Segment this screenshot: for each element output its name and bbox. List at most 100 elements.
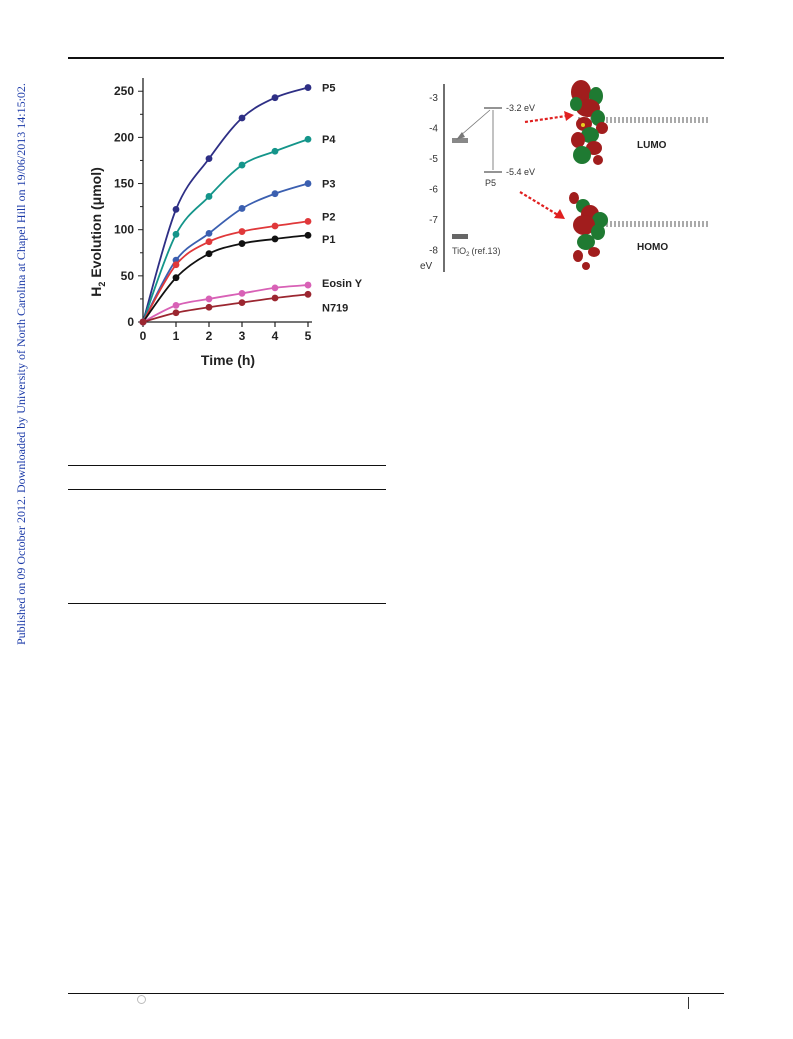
homo-arrow: [519, 191, 559, 216]
data-point: [139, 318, 147, 326]
series-label: P5: [322, 83, 335, 95]
data-point: [238, 240, 246, 247]
energy-tick-label: -5: [429, 154, 438, 165]
data-point: [172, 261, 180, 269]
tio2-label: TiO2 (ref.13): [452, 246, 501, 258]
series-line: [142, 284, 309, 323]
data-point: [238, 289, 246, 297]
table-mid-rule: [68, 489, 386, 490]
energy-tick-label: -7: [429, 215, 438, 226]
data-point: [271, 284, 279, 292]
x-tick-label: 5: [305, 329, 312, 343]
data-point: [271, 147, 279, 155]
data-point: [205, 250, 213, 258]
lumo-label: LUMO: [637, 140, 667, 151]
data-point: [271, 294, 279, 302]
data-point: [238, 205, 246, 212]
energy-unit-label: eV: [420, 261, 433, 272]
data-point: [205, 229, 213, 237]
chart-series-labels: P5 P4 P3 P2 P1 Eosin Y N719: [322, 83, 363, 315]
y-tick-label: 0: [127, 315, 134, 329]
data-point: [238, 299, 246, 307]
y-tick-label: 250: [114, 84, 134, 98]
publication-sidebar-text: Published on 09 October 2012. Downloaded…: [14, 83, 28, 645]
series-label: P1: [322, 234, 335, 246]
lumo-orbital-image: [570, 80, 708, 165]
data-point: [172, 205, 180, 213]
series-label: P2: [322, 211, 335, 223]
footer-rule: [68, 993, 724, 994]
series-label: Eosin Y: [322, 278, 363, 290]
data-point: [205, 155, 213, 163]
lumo-arrowhead: [564, 111, 574, 121]
injection-arrowhead: [456, 132, 465, 140]
homo-label: HOMO: [637, 242, 668, 253]
chart-series-group: [139, 84, 312, 326]
x-tick-label: 2: [206, 329, 213, 343]
data-point: [205, 303, 213, 311]
data-point: [172, 230, 180, 238]
homo-energy-label: -5.4 eV: [506, 167, 535, 177]
copyright-icon: [137, 995, 146, 1004]
svg-text:H2Evolution (μmol): H2 Evolution (μmol): [88, 167, 107, 297]
data-point: [205, 295, 213, 303]
energy-axis: -3 -4 -5 -6 -7 -8: [429, 84, 445, 272]
injection-arrow: [459, 109, 491, 137]
homo-arrowhead: [554, 209, 565, 219]
data-point: [304, 281, 312, 289]
lumo-energy-label: -3.2 eV: [506, 103, 535, 113]
y-axis-label: H2 Evolution (μmol): [88, 167, 107, 297]
homo-orbital-image: [569, 192, 708, 270]
x-tick-label: 1: [173, 329, 180, 343]
x-tick-label: 3: [239, 329, 246, 343]
data-point: [172, 274, 180, 282]
data-point: [238, 114, 246, 122]
series-label: P3: [322, 179, 335, 191]
y-tick-label: 200: [114, 130, 134, 144]
energy-level-diagram: -3 -4 -5 -6 -7 -8 eV TiO2 (ref.13) -3.2 eV -5.…: [420, 80, 708, 272]
lumo-arrow: [524, 114, 567, 124]
tio2-label-sub: 2: [466, 252, 470, 258]
series-label: N719: [322, 302, 348, 314]
energy-tick-label: -8: [429, 246, 438, 257]
tio2-level: [452, 234, 468, 239]
table-top-rule: [68, 465, 386, 466]
data-point: [205, 238, 213, 246]
energy-tick-label: -6: [429, 185, 438, 196]
dye-label: P5: [485, 178, 496, 188]
tio2-label-ref: (ref.13): [472, 246, 501, 256]
y-axis-label-sub: 2: [97, 282, 107, 287]
y-tick-label: 100: [114, 223, 134, 237]
tio2-label-main: TiO: [452, 246, 466, 256]
data-point: [271, 190, 279, 198]
energy-tick-label: -4: [429, 124, 438, 135]
data-point: [271, 94, 279, 102]
table-bottom-rule: [68, 603, 386, 604]
footer-separator: [688, 997, 689, 1009]
x-tick-label: 4: [272, 329, 279, 343]
data-point: [304, 290, 312, 298]
y-tick-label: 50: [121, 269, 135, 283]
data-point: [205, 193, 213, 200]
data-point: [304, 84, 312, 91]
data-point: [172, 301, 180, 309]
data-point: [304, 180, 312, 187]
data-point: [304, 135, 312, 143]
data-point: [271, 235, 279, 243]
y-tick-label: 150: [114, 177, 134, 191]
x-axis-label: Time (h): [201, 352, 255, 368]
data-point: [238, 228, 246, 235]
x-tick-label: 0: [140, 329, 147, 343]
tio2-acceptor-level: [452, 138, 468, 143]
data-point: [238, 161, 246, 169]
y-axis-label-rest: Evolution (μmol): [88, 167, 104, 277]
y-axis-label-main: H: [88, 287, 104, 297]
data-point: [271, 222, 279, 230]
header-rule: [68, 57, 724, 59]
series-label: P4: [322, 134, 336, 146]
energy-tick-label: -3: [429, 93, 438, 104]
data-point: [304, 217, 312, 225]
data-point: [304, 231, 312, 239]
